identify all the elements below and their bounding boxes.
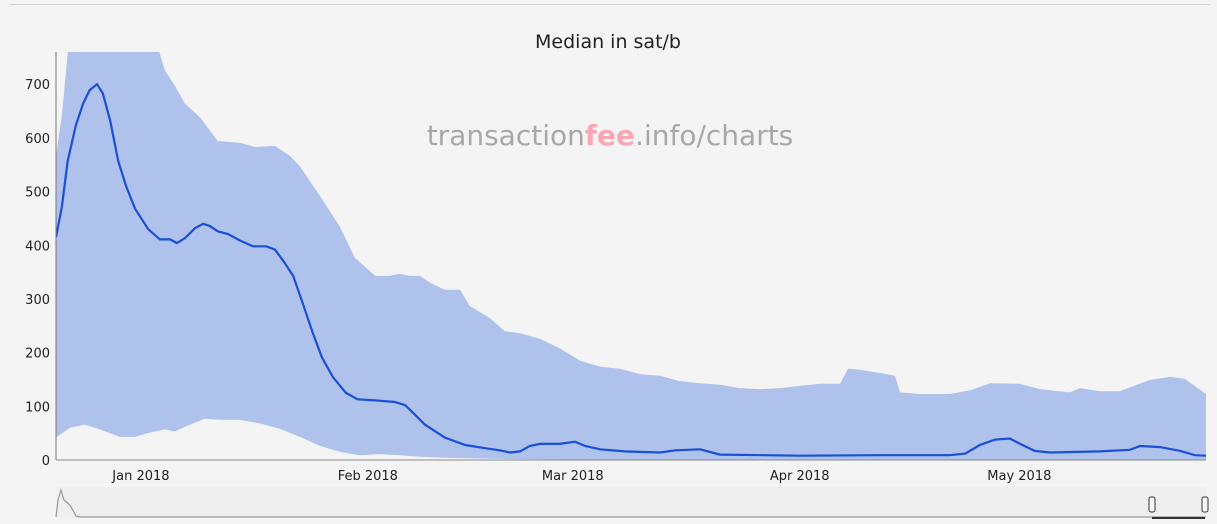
navigator-left-handle[interactable] (1148, 496, 1156, 513)
x-tick-label: Feb 2018 (338, 469, 398, 484)
y-tick-label: 700 (25, 78, 50, 93)
y-tick-label: 200 (25, 347, 50, 362)
y-tick-label: 0 (42, 454, 50, 469)
watermark-highlight: fee (585, 119, 635, 152)
x-tick-label: Jan 2018 (111, 469, 169, 484)
x-tick-label: Mar 2018 (542, 469, 604, 484)
chart-title: Median in sat/b (535, 31, 681, 53)
top-divider (10, 4, 1210, 5)
fee-range-band (56, 52, 1206, 460)
navigator-background (56, 487, 1206, 518)
x-tick-label: May 2018 (987, 469, 1051, 484)
y-tick-label: 100 (25, 400, 50, 415)
watermark-prefix: transaction (427, 119, 585, 152)
navigator-right-handle[interactable] (1201, 496, 1209, 513)
navigator-series (55, 487, 1206, 518)
watermark-suffix: .info/charts (635, 119, 793, 152)
y-tick-label: 300 (25, 293, 50, 308)
x-tick-label: Apr 2018 (770, 469, 830, 484)
median-line (56, 82, 1206, 457)
y-tick-label: 600 (25, 132, 50, 147)
y-tick-label: 400 (25, 239, 50, 254)
navigator[interactable] (55, 487, 1209, 519)
watermark: transactionfee.info/charts (427, 119, 794, 152)
y-tick-label: 500 (25, 186, 50, 201)
